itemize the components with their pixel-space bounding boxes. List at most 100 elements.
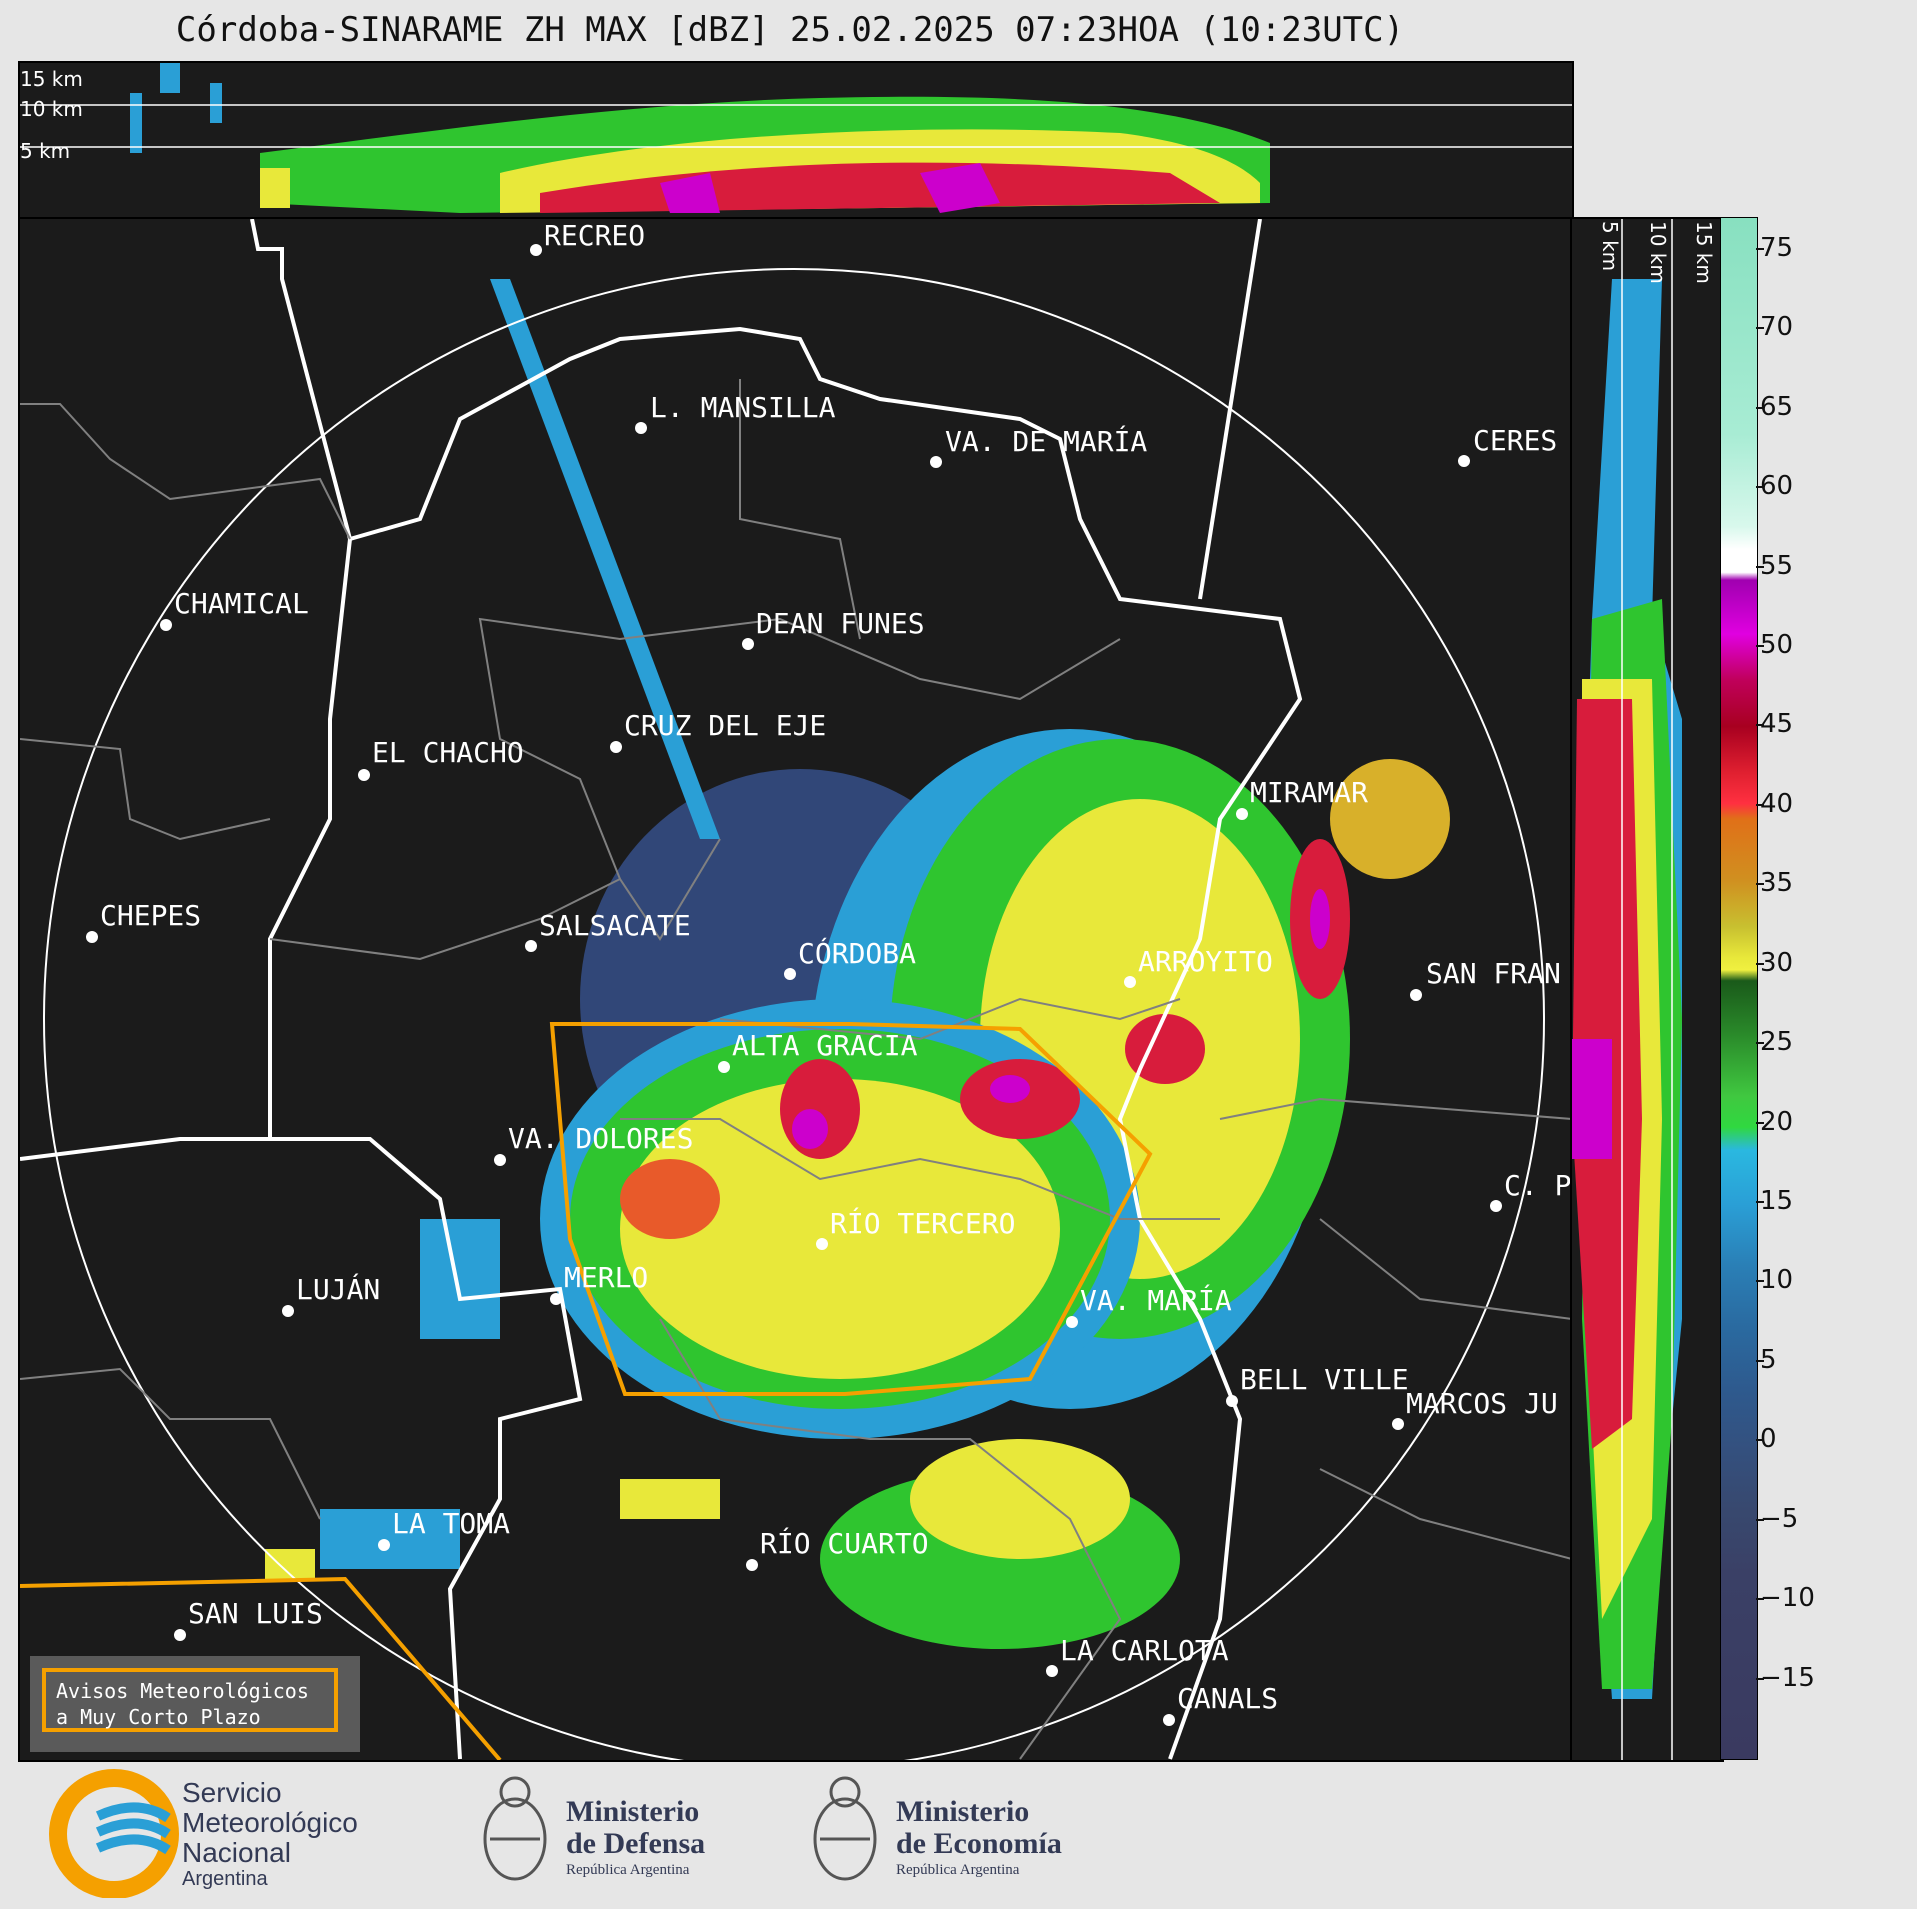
colorbar-tick-label: 35 (1760, 868, 1794, 899)
smn-line3: Nacional (182, 1837, 291, 1868)
colorbar-tick-mark (1756, 327, 1764, 330)
city-merlo: MERLO (564, 1261, 649, 1294)
department-lines (20, 379, 1572, 1760)
smn-logo-icon (49, 1769, 179, 1898)
colorbar-tick-label: 40 (1760, 788, 1794, 819)
colorbar-tick-label: 30 (1760, 947, 1794, 978)
colorbar-tick-label: 25 (1760, 1027, 1794, 1058)
colorbar-tick-mark (1756, 1042, 1764, 1045)
colorbar-tick-mark (1756, 1280, 1764, 1283)
city-va-de-maria: VA. DE MARÍA (945, 425, 1148, 458)
city-rio-cuarto: RÍO CUARTO (760, 1527, 929, 1560)
city-san-fran: SAN FRAN (1426, 957, 1561, 990)
smn-line2: Meteorológico (182, 1807, 358, 1838)
top-cross-section-echo (20, 63, 1572, 213)
colorbar-tick-label: 0 (1760, 1424, 1777, 1455)
city-lujan: LUJÁN (296, 1273, 381, 1306)
city-la-toma: LA TOMA (392, 1507, 511, 1540)
city-salsacate: SALSACATE (539, 909, 691, 942)
page-title: Córdoba-SINARAME ZH MAX [dBZ] 25.02.2025… (175, 10, 1405, 50)
colorbar-tick-mark (1756, 803, 1764, 806)
city-chepes: CHEPES (100, 899, 202, 932)
colorbar-tick-mark (1756, 1359, 1764, 1362)
radar-echo-layer (265, 279, 1450, 1649)
city-va-dolores: VA. DOLORES (508, 1122, 694, 1155)
avisos-label[interactable]: Avisos Meteorológicos a Muy Corto Plazo (42, 1668, 338, 1732)
city-l-mansilla: L. MANSILLA (650, 391, 836, 424)
city-cruz-del-eje: CRUZ DEL EJE (624, 709, 827, 742)
avisos-box[interactable]: Avisos Meteorológicos a Muy Corto Plazo (30, 1656, 360, 1752)
colorbar-tick-label: 10 (1760, 1265, 1794, 1296)
city-recreo: RECREO (544, 219, 646, 252)
city-ceres: CERES (1473, 424, 1558, 457)
economia-line1: Ministerio (896, 1795, 1030, 1828)
city-san-luis: SAN LUIS (188, 1597, 323, 1630)
city-miramar: MIRAMAR (1250, 776, 1369, 809)
colorbar-tick-mark (1756, 247, 1764, 250)
footer-logos: Servicio Meteorológico Nacional Argentin… (0, 1760, 1917, 1909)
coat-of-arms-icon-2 (813, 1776, 877, 1881)
colorbar-tick-mark (1756, 1439, 1764, 1442)
colorbar-tick-label: 65 (1760, 391, 1794, 422)
colorbar-tick-label: 15 (1760, 1185, 1794, 1216)
colorbar-tick-mark (1756, 1598, 1764, 1601)
side-cross-section-echo (1572, 219, 1682, 1760)
colorbar-tick-label: 45 (1760, 709, 1794, 740)
colorbar-tick-mark (1756, 1200, 1764, 1203)
city-dean-funes: DEAN FUNES (756, 607, 925, 640)
warning-polygon[interactable] (549, 1022, 1153, 1396)
city-rio-tercero: RÍO TERCERO (830, 1207, 1016, 1240)
colorbar-tick-mark (1756, 406, 1764, 409)
radar-map-graphics (20, 219, 1572, 1760)
city-el-chacho: EL CHACHO (372, 736, 524, 769)
top-km-label-10: 10 km (20, 97, 83, 121)
colorbar-tick-mark (1756, 724, 1764, 727)
side-cross-section-panel: 5 km 10 km 15 km (1570, 217, 1724, 1762)
colorbar-tick-label: −5 (1760, 1503, 1799, 1534)
warning-polygon-san-luis[interactable] (20, 1576, 502, 1760)
city-va-maria: VA. MARÍA (1080, 1284, 1232, 1317)
top-km-label-15: 15 km (20, 67, 83, 91)
colorbar-tick-label: 20 (1760, 1106, 1794, 1137)
side-km-label-10: 10 km (1646, 221, 1670, 284)
economia-line2: de Economía (896, 1827, 1062, 1860)
defensa-line1: Ministerio (566, 1795, 700, 1828)
side-km-label-5: 5 km (1598, 221, 1622, 272)
colorbar-tick-mark (1756, 565, 1764, 568)
defensa-line3: República Argentina (566, 1862, 690, 1878)
avisos-line1: Avisos Meteorológicos (56, 1679, 309, 1703)
colorbar-tick-label: 55 (1760, 550, 1794, 581)
province-boundaries (20, 219, 1303, 1760)
city-la-carlota: LA CARLOTA (1060, 1634, 1229, 1667)
colorbar-tick-label: −15 (1760, 1662, 1815, 1693)
colorbar-tick-label: 70 (1760, 312, 1794, 343)
city-cordoba: CÓRDOBA (798, 937, 917, 970)
radar-map-panel[interactable]: RECREO L. MANSILLA VA. DE MARÍA CERES CH… (18, 217, 1574, 1762)
radar-range-circle (43, 268, 1545, 1760)
colorbar-tick-label: 75 (1760, 232, 1794, 263)
colorbar-tick-mark (1756, 486, 1764, 489)
city-marcos-ju: MARCOS JU (1406, 1387, 1558, 1420)
defensa-line2: de Defensa (566, 1827, 706, 1860)
colorbar-tick-mark (1756, 644, 1764, 647)
colorbar-tick-mark (1756, 1518, 1764, 1521)
top-cross-section-panel: 15 km 10 km 5 km (18, 61, 1574, 221)
colorbar-tick-mark (1756, 1677, 1764, 1680)
coat-of-arms-icon (483, 1776, 547, 1881)
economia-line3: República Argentina (896, 1862, 1020, 1878)
side-km-label-15: 15 km (1692, 221, 1716, 284)
avisos-line2: a Muy Corto Plazo (56, 1705, 261, 1729)
colorbar-tick-label: −10 (1760, 1583, 1815, 1614)
city-alta-gracia: ALTA GRACIA (732, 1029, 918, 1062)
colorbar-tick-label: 50 (1760, 629, 1794, 660)
colorbar-tick-label: 60 (1760, 471, 1794, 502)
city-c-p: C. P (1504, 1169, 1572, 1202)
smn-line4: Argentina (182, 1868, 268, 1890)
city-bell-ville: BELL VILLE (1240, 1363, 1409, 1396)
top-km-label-5: 5 km (20, 139, 71, 163)
city-canals: CANALS (1177, 1682, 1279, 1715)
dbz-colorbar (1720, 217, 1758, 1760)
colorbar-tick-mark (1756, 962, 1764, 965)
city-arroyito: ARROYITO (1138, 945, 1273, 978)
city-chamical: CHAMICAL (174, 587, 309, 620)
